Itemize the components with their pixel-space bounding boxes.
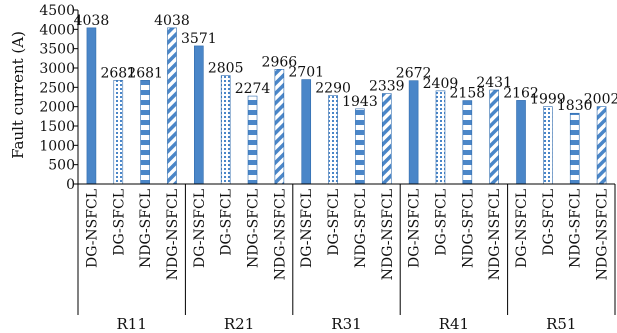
data-label: 2966 (262, 54, 298, 70)
bar-r21-dg-sfcl (220, 75, 231, 185)
bar-r51-dg-sfcl (543, 106, 553, 185)
data-label: 1999 (530, 92, 566, 108)
bar-r31-ndg-sfcl (355, 108, 365, 185)
category-label: DG-SFCL (541, 189, 557, 256)
category-label: DG-SFCL (219, 189, 235, 256)
group-label: R11 (117, 315, 147, 333)
data-label: 2158 (450, 86, 486, 102)
bar-r31-dg-sfcl (328, 95, 338, 185)
category-label: DG-NSFCL (407, 189, 423, 268)
y-tick-label: 0 (66, 177, 75, 193)
bar-r11-dg-sfcl (113, 80, 124, 185)
bar-r11-ndg-sfcl (140, 80, 150, 185)
category-label: DG-SFCL (326, 189, 342, 256)
data-label: 2409 (423, 76, 459, 92)
category-label: NDG-NSFCL (380, 189, 396, 280)
x-axis: DG-NSFCL DG-SFCL NDG-SFCL NDG-NSFCL R11 DG-NS… (77, 183, 616, 333)
data-label: 2672 (396, 66, 432, 82)
bar-r41-ndg-sfcl (462, 100, 473, 185)
data-label: 2431 (476, 75, 512, 91)
bar-r21-dg-nsfcl (194, 45, 204, 185)
y-tick-label: 3500 (39, 42, 75, 58)
group-label: R31 (331, 315, 361, 333)
group-label: R51 (546, 315, 576, 333)
data-label: 2681 (127, 65, 163, 81)
bar-r21-ndg-sfcl (247, 95, 258, 185)
y-tick-label: 2500 (39, 80, 75, 96)
data-label: 2274 (235, 81, 271, 97)
category-label: NDG-SFCL (138, 189, 154, 268)
bar-r31-ndg-nsfcl (381, 93, 392, 185)
bar-r51-ndg-sfcl (569, 112, 580, 185)
data-label: 1943 (342, 94, 378, 110)
category-label: NDG-NSFCL (165, 189, 181, 280)
y-tick-label: 1500 (39, 119, 75, 135)
category-label: DG-SFCL (111, 189, 127, 256)
y-tick-label: 4500 (39, 3, 75, 19)
data-label: 4038 (74, 13, 110, 29)
category-label: DG-NSFCL (192, 189, 208, 268)
y-tick-label: 4000 (39, 22, 75, 38)
bar-r41-ndg-nsfcl (489, 89, 499, 185)
category-label: NDG-NSFCL (487, 189, 503, 280)
data-label: 2339 (369, 79, 405, 95)
y-tick-label: 3000 (39, 61, 75, 77)
category-label: NDG-NSFCL (272, 189, 288, 280)
category-label: NDG-SFCL (353, 189, 369, 268)
category-label: NDG-SFCL (460, 189, 476, 268)
data-label: 2701 (288, 65, 324, 81)
data-label: 2681 (100, 65, 136, 81)
bar-r21-ndg-nsfcl (274, 69, 285, 185)
category-label: DG-NSFCL (84, 189, 100, 268)
bar-r51-dg-nsfcl (516, 100, 526, 185)
category-label: DG-NSFCL (514, 189, 530, 268)
y-tick-label: 500 (48, 158, 75, 174)
bar-r41-dg-sfcl (435, 90, 446, 185)
data-label: 2002 (584, 92, 617, 108)
bar-r41-dg-nsfcl (408, 80, 419, 185)
y-axis-label: Fault current (A) (9, 31, 27, 159)
category-label: NDG-NSFCL (595, 189, 611, 280)
bar-r31-dg-nsfcl (301, 79, 312, 185)
y-tick-label: 2000 (39, 100, 75, 116)
group-label: R21 (224, 315, 254, 333)
data-label: 2805 (208, 61, 244, 77)
data-label: 4038 (154, 13, 190, 29)
y-axis: 0 500 1000 1500 2000 2500 3000 3500 4000 4500 (39, 3, 79, 193)
y-tick-label: 1000 (39, 138, 75, 154)
category-label: NDG-SFCL (246, 189, 262, 268)
data-label: 2162 (503, 85, 539, 101)
data-label: 3571 (181, 31, 217, 47)
data-label: 2290 (315, 80, 351, 96)
bar-r11-dg-nsfcl (86, 27, 97, 185)
bar-r11-ndg-nsfcl (167, 27, 177, 185)
group-label: R41 (439, 315, 469, 333)
category-label: NDG-SFCL (568, 189, 584, 268)
data-label: 1830 (557, 98, 593, 114)
category-label: DG-NSFCL (299, 189, 315, 268)
category-label: DG-SFCL (433, 189, 449, 256)
bar-r51-ndg-nsfcl (596, 106, 607, 185)
